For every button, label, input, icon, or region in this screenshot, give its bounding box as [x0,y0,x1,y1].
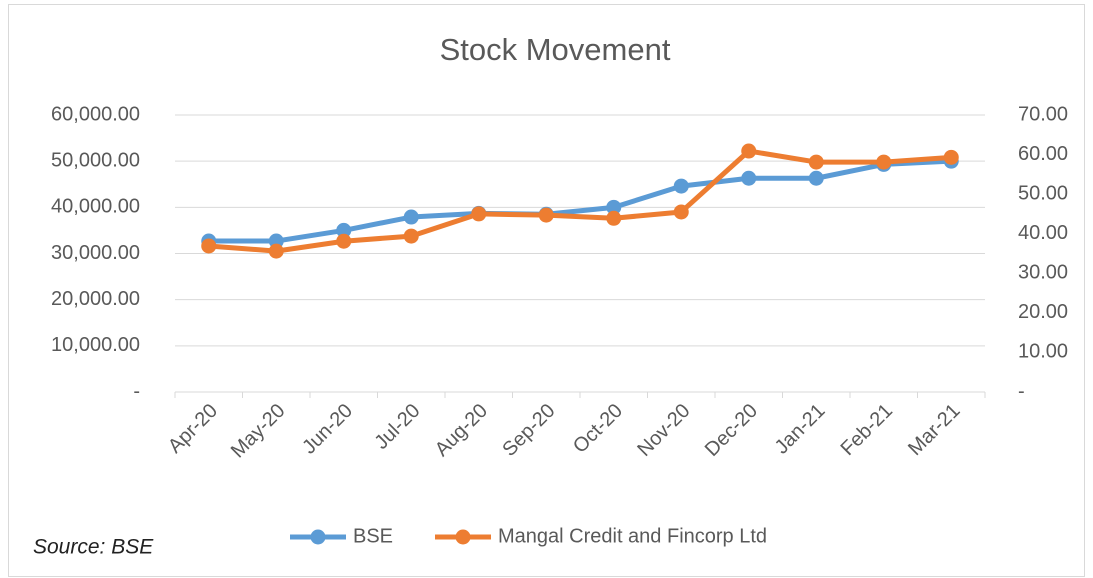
series-line [208,148,952,254]
source-note: Source: BSE [33,536,154,559]
point-marker [673,204,689,220]
point-marker [741,170,757,186]
point-marker [606,199,622,215]
y2-tick-label: 70.00 [1018,103,1068,125]
y-tick-label: - [133,380,140,402]
y-tick-label: 60,000.00 [51,103,140,125]
point-marker [201,238,217,254]
y-tick-label: 10,000.00 [51,334,140,356]
y2-tick-label: 40.00 [1018,222,1068,244]
point-marker [808,154,824,170]
point-marker [943,149,959,165]
y2-tick-label: 20.00 [1018,301,1068,323]
y-tick-label: 50,000.00 [51,149,140,171]
point-marker [403,228,419,244]
point-marker [606,210,622,226]
legend-marker [310,529,326,545]
point-marker [471,206,487,222]
point-marker [876,154,892,170]
y2-tick-label: 50.00 [1018,182,1068,204]
point-marker [673,178,689,194]
legend-label: Mangal Credit and Fincorp Ltd [498,525,767,547]
y2-tick-label: 30.00 [1018,262,1068,284]
point-marker [741,143,757,159]
point-marker [336,233,352,249]
legend-marker [455,529,471,545]
y-tick-label: 40,000.00 [51,196,140,218]
chart-border [8,4,1085,577]
y-tick-label: 20,000.00 [51,288,140,310]
point-marker [538,207,554,223]
point-marker [336,222,352,238]
series-line [208,158,952,244]
chart-title: Stock Movement [440,32,671,67]
point-marker [268,243,284,259]
y2-tick-label: 10.00 [1018,341,1068,363]
y-tick-label: 30,000.00 [51,242,140,264]
legend-label: BSE [353,525,393,547]
point-marker [808,170,824,186]
y2-tick-label: 60.00 [1018,143,1068,165]
y2-tick-label: - [1018,380,1025,402]
point-marker [403,209,419,225]
